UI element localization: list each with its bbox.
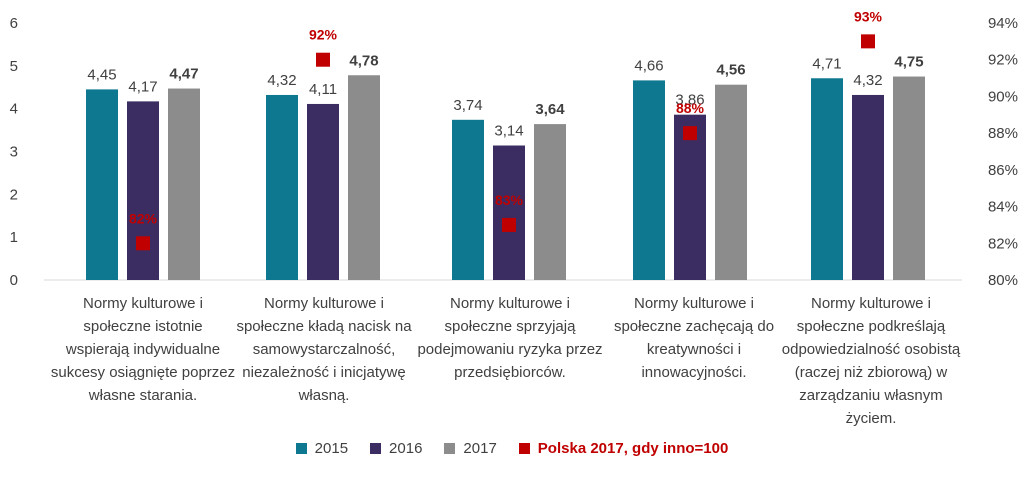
bar-2016-3: [493, 145, 525, 280]
bar-2015-2: [266, 94, 298, 281]
bar-2017-4: [715, 84, 747, 281]
y-left-tick-label: 0: [10, 272, 18, 289]
category-label-4: Normy kulturowe i społeczne zachęcają do…: [613, 295, 775, 381]
value-label-2015-5: 4,71: [812, 55, 841, 72]
y-left-tick-label: 5: [10, 58, 18, 75]
value-label-2017-3: 3,64: [535, 101, 565, 118]
y-right-tick-label: 90%: [988, 88, 1018, 105]
bar-2015-5: [811, 78, 843, 280]
marker-polska-3: [502, 217, 516, 232]
label-polska-5: 93%: [854, 8, 883, 24]
legend: 2015 2016 2017 Polska 2017, gdy inno=100: [0, 440, 1024, 457]
y-right-tick-label: 80%: [988, 272, 1018, 289]
y-left-tick-label: 6: [10, 15, 18, 32]
value-label-2015-1: 4,45: [87, 66, 116, 83]
chart-plot: 0 1 2 3 4 5 6 80% 82% 84% 86% 88% 90% 92% 94% 4,45 4,32 3…: [10, 8, 1018, 289]
label-polska-1: 82%: [129, 210, 158, 226]
category-label-2: Normy kulturowe i społeczne kładą nacisk…: [236, 295, 412, 404]
y-left-tick-label: 2: [10, 186, 18, 203]
bar-2017-3: [534, 124, 566, 280]
bar-2017-1: [168, 88, 200, 280]
bar-2017-5: [893, 76, 925, 281]
y-right-tick-label: 84%: [988, 199, 1018, 216]
legend-label-2016: 2016: [389, 440, 423, 457]
bar-2015-3: [452, 119, 484, 280]
y-right-tick-label: 92%: [988, 52, 1018, 69]
category-label-5: Normy kulturowe i społeczne podkreślają …: [781, 295, 961, 427]
legend-swatch-2017: [444, 443, 456, 454]
y-right-tick-label: 88%: [988, 125, 1018, 142]
value-label-2016-5: 4,32: [853, 72, 882, 89]
bar-2015-1: [86, 89, 118, 281]
value-label-2016-2: 4,11: [309, 81, 337, 98]
y-left-tick-label: 1: [10, 229, 18, 246]
label-polska-3: 83%: [495, 192, 524, 208]
y-right-tick-label: 94%: [988, 15, 1018, 32]
value-label-2017-2: 4,78: [349, 52, 378, 69]
marker-polska-5: [861, 34, 875, 49]
value-label-2015-4: 4,66: [634, 57, 663, 74]
y-right-tick-label: 82%: [988, 235, 1018, 252]
value-label-2017-4: 4,56: [716, 62, 745, 79]
y-right-tick-label: 86%: [988, 162, 1018, 179]
y-left-tick-label: 4: [10, 101, 18, 118]
bar-2017-2: [348, 75, 380, 280]
category-label-1: Normy kulturowe i społeczne istotnie wsp…: [50, 295, 236, 404]
label-polska-4: 88%: [676, 100, 705, 116]
bar-2016-5: [852, 94, 884, 281]
marker-polska-4: [683, 126, 697, 141]
legend-item-2017: 2017: [444, 440, 497, 457]
bar-2015-4: [633, 80, 665, 280]
marker-polska-2: [316, 52, 330, 67]
legend-label-2017: 2017: [463, 440, 497, 457]
bar-2016-1: [127, 101, 159, 280]
legend-swatch-polska: [518, 443, 530, 454]
legend-item-2016: 2016: [370, 440, 422, 457]
value-label-2017-1: 4,47: [169, 66, 198, 83]
label-polska-2: 92%: [309, 27, 338, 43]
value-label-2016-4: 3,86: [675, 92, 704, 109]
legend-swatch-2015: [295, 443, 307, 454]
value-label-2015-3: 3,74: [453, 97, 482, 114]
legend-label-2015: 2015: [314, 440, 349, 457]
marker-polska-1: [136, 236, 150, 251]
value-label-2017-5: 4,75: [894, 54, 923, 71]
value-label-2016-1: 4,17: [128, 78, 157, 95]
legend-item-polska: Polska 2017, gdy inno=100: [518, 440, 729, 457]
bar-2016-2: [307, 103, 339, 280]
legend-swatch-2016: [370, 443, 382, 454]
legend-item-2015: 2015: [295, 440, 349, 457]
category-label-3: Normy kulturowe i społeczne sprzyjają po…: [417, 295, 603, 381]
y-left-tick-label: 3: [10, 144, 18, 161]
legend-label-polska: Polska 2017, gdy inno=100: [537, 440, 729, 457]
bar-2016-4: [674, 114, 706, 280]
value-label-2016-3: 3,14: [494, 123, 523, 140]
value-label-2015-2: 4,32: [267, 72, 296, 89]
